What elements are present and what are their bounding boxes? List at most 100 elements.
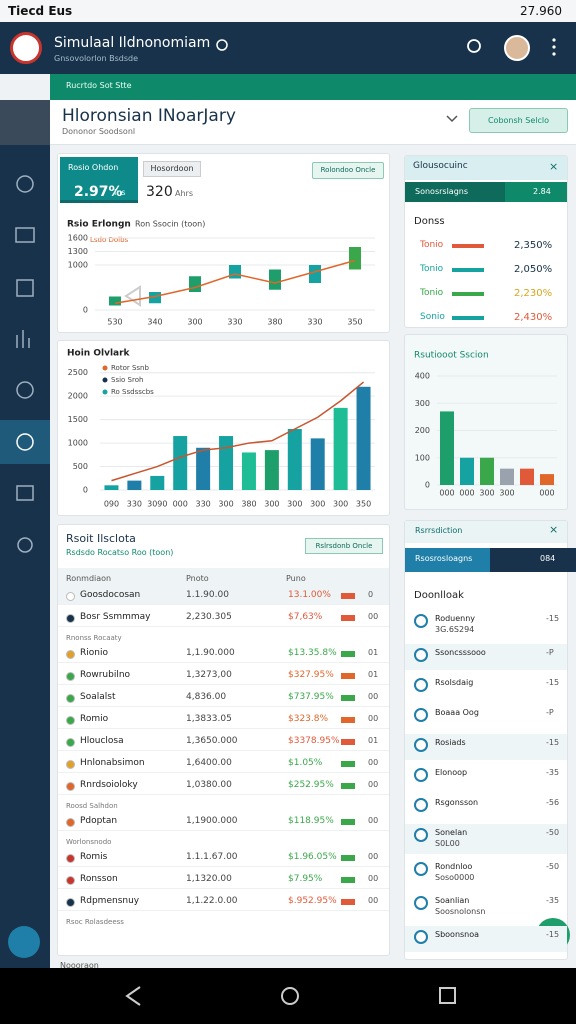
row-divider (58, 866, 389, 867)
activity-sub: 3G.6S294 (435, 625, 475, 634)
row-name[interactable]: Rnrdsoioloky (80, 780, 138, 790)
search-icon[interactable] (216, 39, 228, 51)
x-tick-label: 330 (127, 500, 142, 509)
activity-icon (414, 896, 428, 910)
x-tick-label: 300 (479, 489, 494, 498)
row-name[interactable]: Rowrubilno (80, 670, 131, 680)
y-tick-label: 2500 (68, 368, 88, 377)
card-button[interactable]: Rolondoo Oncle (312, 162, 384, 179)
y-tick-label: 500 (73, 462, 88, 471)
row-name[interactable]: Hnlonabsimon (80, 758, 145, 768)
row-name[interactable]: Pdoptan (80, 816, 118, 826)
nav-home[interactable] (281, 987, 299, 1005)
row-icon (66, 876, 75, 885)
x-tick-label: 330 (307, 318, 322, 327)
row-price: 1,6400.00 (186, 758, 232, 768)
sidebar-active-item[interactable] (0, 420, 50, 464)
activity-close[interactable]: × (549, 523, 559, 536)
activity-label[interactable]: Ssoncsssooo (435, 648, 486, 657)
row-bar (341, 695, 355, 701)
row-name[interactable]: Hlouclosa (80, 736, 124, 746)
column-header: Ronmdiaon (66, 574, 112, 583)
status-bar (0, 0, 576, 22)
row-qty: 01 (368, 670, 379, 679)
row-qty: 00 (368, 612, 379, 621)
x-tick-label: 000 (173, 500, 188, 509)
row-bar (341, 593, 355, 599)
row-bar (341, 651, 355, 657)
row-qty: 00 (368, 852, 379, 861)
activity-label[interactable]: Rsgonsson (435, 798, 479, 807)
tab-other-unit: Ahrs (175, 189, 193, 198)
activity-value: -P (546, 708, 554, 717)
summary-close[interactable]: × (549, 160, 559, 173)
row-change: $323.8% (288, 714, 329, 724)
activity-label[interactable]: Soanlian (435, 896, 470, 905)
bar (219, 436, 234, 490)
tab-active[interactable]: Rosio Ohdon (60, 157, 138, 203)
chart-title: Rsutiooot Sscion (414, 351, 489, 361)
dropdown-chevron[interactable] (446, 115, 458, 123)
bar (264, 450, 279, 490)
chart-legend: Lsdo Dolbs (90, 236, 129, 244)
summary-tab[interactable]: Sonosrslagns (405, 182, 505, 202)
row-name[interactable]: Goosdocosan (80, 590, 141, 600)
activity-sub: Soso0000 (435, 873, 475, 882)
table-header-bg (58, 568, 389, 604)
row-name[interactable]: Ronsson (80, 874, 118, 884)
candle (229, 265, 241, 279)
menu-icon[interactable] (552, 38, 556, 56)
row-change: $3378.95% (288, 736, 340, 746)
activity-value: -35 (546, 896, 560, 905)
row-name[interactable]: Romio (80, 714, 109, 724)
candle (109, 296, 121, 306)
row-price: 1,1.22.0.00 (186, 896, 238, 906)
y-tick-label: 200 (415, 426, 430, 435)
row-bar (341, 819, 355, 825)
activity-label[interactable]: Roduenny (435, 614, 476, 623)
x-tick-label: 000 (439, 489, 454, 498)
candle (309, 265, 321, 283)
column-header: Pnoto (186, 574, 209, 583)
summary-bar (452, 316, 484, 320)
activity-label[interactable]: Sonelan (435, 828, 468, 837)
bar (127, 480, 142, 490)
activity-icon (414, 828, 428, 842)
row-name[interactable]: Rionio (80, 648, 108, 658)
candle (189, 276, 201, 292)
row-price: 4,836.00 (186, 692, 227, 702)
row-bar (341, 783, 355, 789)
activity-header: Rsrrsdiction (405, 521, 567, 543)
help-button[interactable] (8, 926, 40, 958)
activity-icon (414, 862, 428, 876)
activity-label[interactable]: Sboonsnoa (435, 930, 480, 939)
nav-recents[interactable] (439, 987, 456, 1004)
row-qty: 00 (368, 714, 379, 723)
y-tick-label: 1300 (68, 247, 88, 256)
x-tick-label: 380 (241, 500, 256, 509)
row-note: Rnonss Rocaaty (66, 634, 122, 642)
banner-text: Rucrtdo Sot Stte (66, 81, 132, 90)
sidebar-avatar[interactable] (0, 100, 50, 145)
x-tick-label: 000 (459, 489, 474, 498)
activity-label[interactable]: Rondnloo (435, 862, 473, 871)
nav-back[interactable] (124, 285, 141, 307)
row-name[interactable]: Rdpmensnuy (80, 896, 140, 906)
activity-tab[interactable]: Rsosrosloagns (405, 548, 490, 572)
row-name[interactable]: Bosr Ssmmmay (80, 612, 151, 622)
row-name[interactable]: Soalalst (80, 692, 116, 702)
nav-back-arrow[interactable] (125, 986, 141, 1006)
header-button[interactable]: Cobonsh Selclo (469, 108, 568, 133)
x-tick-label: 380 (267, 318, 282, 327)
activity-label[interactable]: Rsolsdaig (435, 678, 474, 687)
search-icon[interactable] (467, 39, 481, 53)
activity-label[interactable]: Boaaa Oog (435, 708, 479, 717)
row-name[interactable]: Romis (80, 852, 108, 862)
activity-label[interactable]: Rosiads (435, 738, 466, 747)
activity-row-bg (405, 824, 567, 854)
tab-other[interactable]: Hosordoon (143, 161, 201, 177)
avatar[interactable] (504, 35, 530, 61)
table-button[interactable]: Rslrsdonb Oncle (305, 538, 383, 554)
summary-value: 2,430% (514, 312, 553, 323)
activity-label[interactable]: Elonoop (435, 768, 468, 777)
